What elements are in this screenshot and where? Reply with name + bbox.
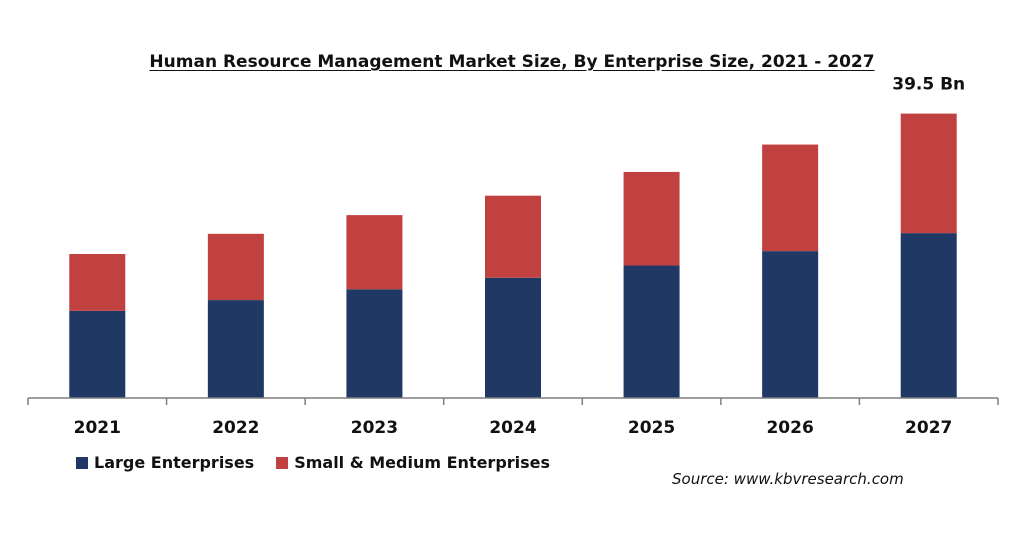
bars-group [69, 113, 957, 398]
source-note: Source: www.kbvresearch.com [672, 470, 904, 488]
bar-segment-sme-2023 [346, 215, 403, 290]
x-tick-label-2024: 2024 [489, 418, 536, 438]
x-ticks-group: 2021 2022 2023 2024 2025 2026 2027 [27, 398, 999, 438]
bar-segment-large-2026 [762, 251, 819, 398]
legend-label-large: Large Enterprises [94, 453, 255, 472]
x-tick-label-2023: 2023 [351, 418, 398, 438]
legend-item-sme: Small & Medium Enterprises [276, 453, 550, 472]
bar-segment-large-2025 [623, 265, 680, 398]
legend-swatch-sme [276, 456, 289, 469]
annotations-group: 39.5 Bn [892, 75, 965, 95]
x-tick-label-2025: 2025 [628, 418, 675, 438]
x-tick-label-2022: 2022 [212, 418, 259, 438]
bar-segment-large-2022 [207, 300, 264, 398]
data-label-2027: 39.5 Bn [892, 75, 965, 95]
bar-segment-large-2027 [900, 233, 957, 398]
bar-segment-sme-2024 [485, 195, 541, 278]
legend: Large Enterprises Small & Medium Enterpr… [76, 453, 572, 472]
bar-segment-sme-2022 [207, 233, 264, 301]
bar-segment-sme-2025 [623, 171, 680, 266]
bar-segment-sme-2026 [762, 144, 819, 252]
bar-segment-sme-2021 [69, 254, 126, 311]
x-tick-label-2021: 2021 [74, 418, 121, 438]
legend-label-sme: Small & Medium Enterprises [294, 453, 551, 472]
bar-segment-sme-2027 [900, 113, 957, 234]
x-tick-label-2027: 2027 [905, 418, 952, 438]
legend-item-large: Large Enterprises [76, 453, 254, 472]
legend-swatch-large [76, 456, 88, 469]
bar-segment-large-2021 [69, 310, 126, 398]
x-tick-label-2026: 2026 [766, 418, 813, 438]
chart-title: Human Resource Management Market Size, B… [149, 52, 875, 72]
bar-segment-large-2024 [485, 277, 541, 398]
bar-segment-large-2023 [346, 289, 403, 398]
